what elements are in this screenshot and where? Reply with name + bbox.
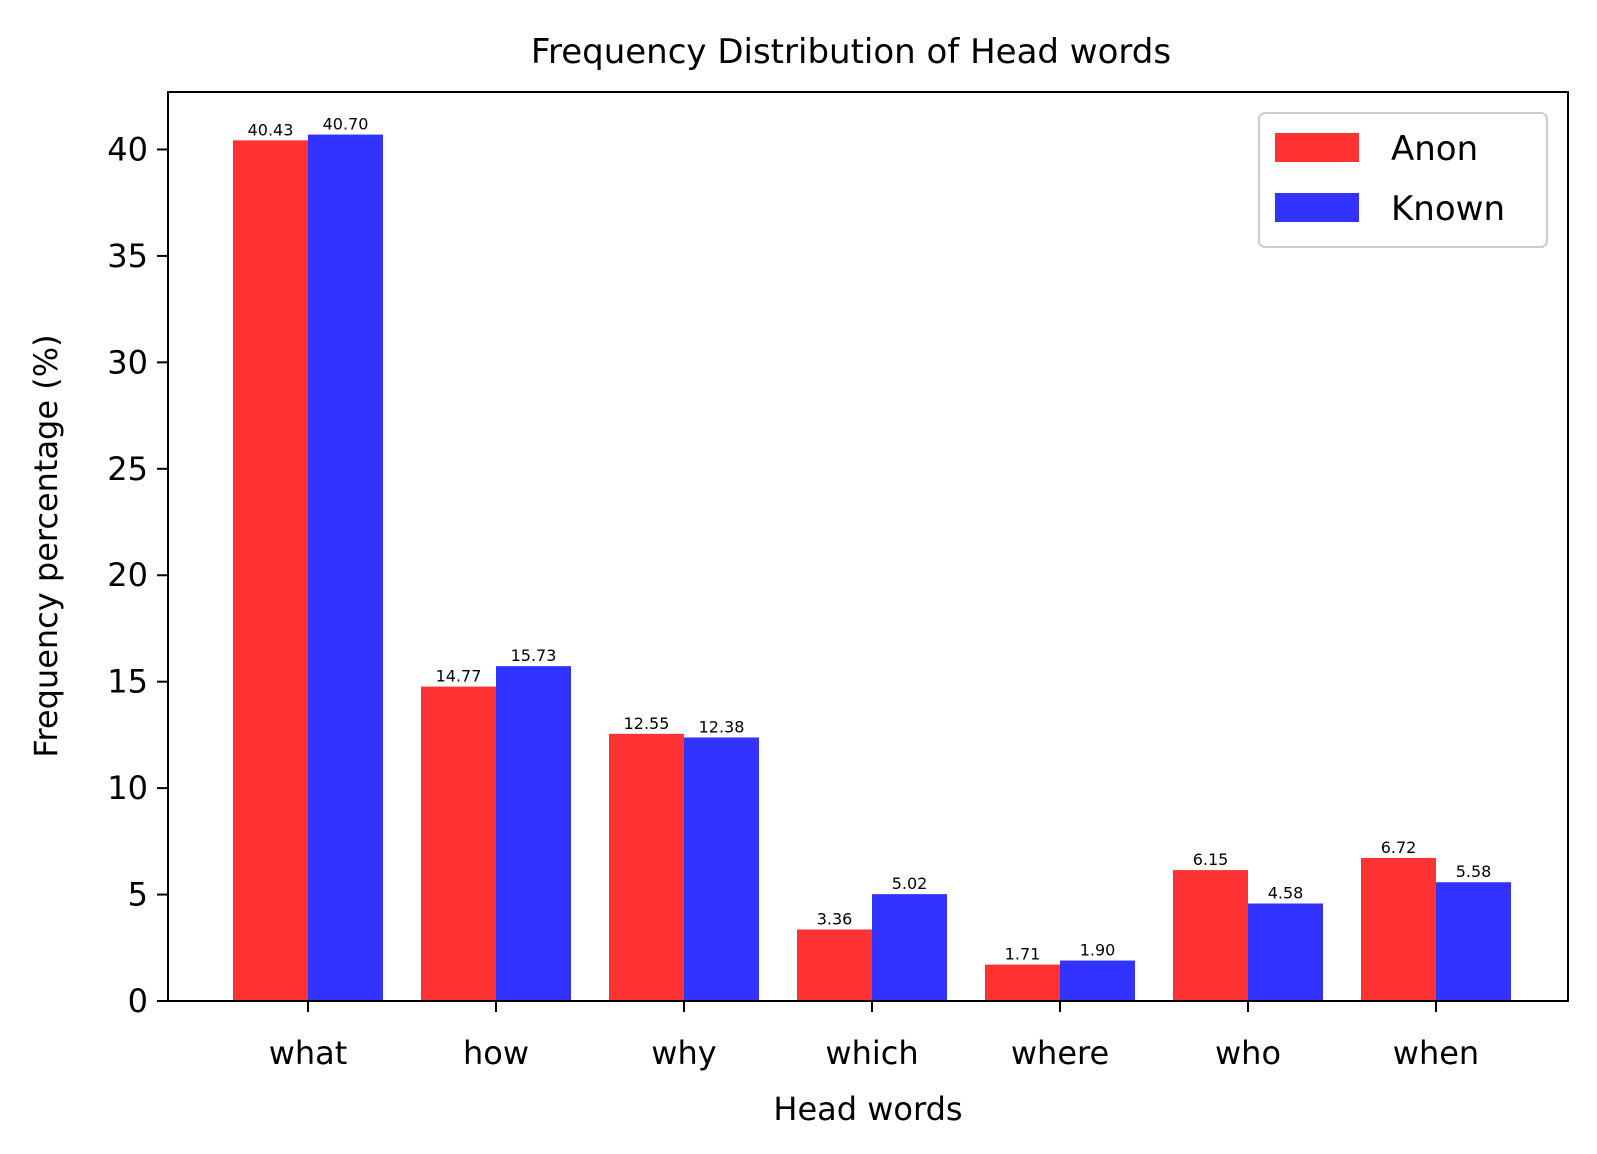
y-tick-label: 10 xyxy=(107,769,148,807)
bar-value-label-anon-who: 6.15 xyxy=(1193,850,1229,869)
bar-value-label-known-where: 1.90 xyxy=(1080,941,1116,960)
plot-frame xyxy=(167,91,1569,1002)
bar-known-where xyxy=(1060,960,1135,1001)
bar-value-label-anon-which: 3.36 xyxy=(817,909,853,928)
bar-value-label-known-which: 5.02 xyxy=(892,874,928,893)
y-tick-label: 40 xyxy=(107,130,148,168)
bar-value-label-anon-why: 12.55 xyxy=(624,714,670,733)
x-tick-label-who: who xyxy=(1215,1034,1281,1072)
bar-known-who xyxy=(1248,903,1323,1001)
bar-value-label-known-how: 15.73 xyxy=(511,646,557,665)
chart-title: Frequency Distribution of Head words xyxy=(531,32,1171,72)
x-tick-label-which: which xyxy=(825,1034,918,1072)
y-axis: 0 5 10 15 20 25 30 35 40 xyxy=(107,130,168,1020)
bar-value-label-anon-how: 14.77 xyxy=(436,667,482,686)
y-tick-label: 20 xyxy=(107,556,148,594)
bar-value-label-known-why: 12.38 xyxy=(699,717,745,736)
bar-anon-why xyxy=(609,733,684,1001)
bar-anon-which xyxy=(797,929,872,1001)
x-tick-label-why: why xyxy=(651,1034,716,1072)
y-tick-label: 25 xyxy=(107,450,148,488)
bar-known-how xyxy=(496,666,571,1001)
bar-known-what xyxy=(308,134,383,1001)
y-tick-label: 15 xyxy=(107,663,148,701)
y-tick-label: 0 xyxy=(128,982,148,1020)
bar-value-label-anon-what: 40.43 xyxy=(248,120,294,139)
x-tick-label-where: where xyxy=(1011,1034,1109,1072)
bar-value-label-known-who: 4.58 xyxy=(1268,884,1304,903)
bars-group xyxy=(233,134,1511,1002)
x-tick-label-what: what xyxy=(269,1034,348,1072)
legend-swatch-anon xyxy=(1275,133,1359,162)
bar-known-when xyxy=(1436,882,1511,1001)
bar-value-label-anon-where: 1.71 xyxy=(1005,945,1041,964)
bar-value-label-known-what: 40.70 xyxy=(323,115,369,134)
y-tick-label: 30 xyxy=(107,343,148,381)
y-tick-label: 5 xyxy=(128,876,148,914)
bar-value-label-known-when: 5.58 xyxy=(1456,862,1492,881)
bar-anon-what xyxy=(233,140,308,1002)
bar-known-why xyxy=(684,737,759,1001)
legend-swatch-known xyxy=(1275,193,1359,222)
y-axis-label: Frequency percentage (%) xyxy=(27,334,65,757)
x-axis-label: Head words xyxy=(773,1090,962,1128)
y-tick-label: 35 xyxy=(107,237,148,275)
bar-known-which xyxy=(872,894,947,1001)
legend: Anon Known xyxy=(1258,112,1548,248)
bar-labels-group: 40.43 40.70 14.77 15.73 12.55 12.38 3.36 5.02 1.… xyxy=(248,115,1492,964)
bar-anon-where xyxy=(985,964,1060,1001)
legend-label-known: Known xyxy=(1391,189,1505,229)
x-tick-label-when: when xyxy=(1393,1034,1479,1072)
x-axis: what how why which where who when xyxy=(269,1001,1479,1072)
bar-anon-when xyxy=(1361,857,1436,1001)
x-tick-label-how: how xyxy=(463,1034,529,1072)
bar-value-label-anon-when: 6.72 xyxy=(1381,838,1417,857)
bar-anon-how xyxy=(421,686,496,1001)
bar-anon-who xyxy=(1173,870,1248,1001)
legend-label-anon: Anon xyxy=(1391,129,1478,169)
